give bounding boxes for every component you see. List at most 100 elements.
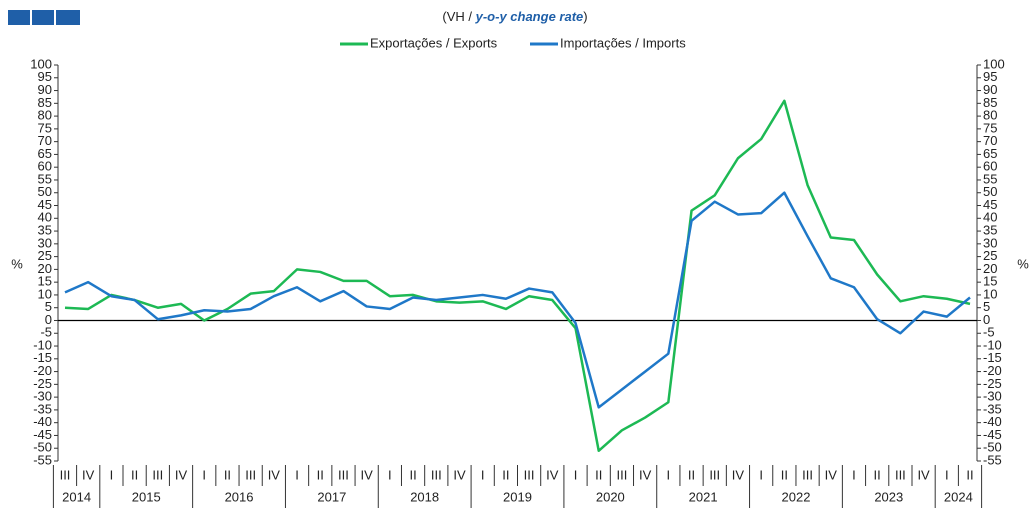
y-tick-label: 55 bbox=[983, 171, 997, 186]
y-tick-label: -25 bbox=[983, 376, 1002, 391]
x-tick-label: IV bbox=[825, 467, 838, 482]
y-tick-label: 55 bbox=[38, 171, 52, 186]
y-tick-label: -10 bbox=[33, 337, 52, 352]
y-tick-label: 85 bbox=[983, 95, 997, 110]
x-tick-label: IV bbox=[175, 467, 188, 482]
y-tick-label: 90 bbox=[983, 82, 997, 97]
chart-title: (VH / y-o-y change rate) bbox=[442, 9, 587, 24]
series-line bbox=[64, 99, 971, 453]
y-tick-label: 50 bbox=[38, 184, 52, 199]
y-tick-label: -30 bbox=[983, 389, 1002, 404]
y-tick-label: 70 bbox=[983, 133, 997, 148]
title-part: ) bbox=[583, 9, 587, 24]
y-tick-label: 25 bbox=[983, 248, 997, 263]
legend-label: Exportações / Exports bbox=[370, 35, 498, 50]
y-tick-label: -40 bbox=[983, 414, 1002, 429]
logo-block bbox=[56, 10, 80, 25]
x-group-label: 2019 bbox=[503, 489, 532, 504]
y-tick-label: -15 bbox=[33, 350, 52, 365]
x-group-label: 2015 bbox=[132, 489, 161, 504]
y-tick-label: -35 bbox=[983, 401, 1002, 416]
logo-block bbox=[8, 10, 30, 25]
x-tick-label: IV bbox=[732, 467, 745, 482]
x-group-label: 2017 bbox=[317, 489, 346, 504]
y-tick-label: 0 bbox=[983, 312, 990, 327]
y-tick-label: 10 bbox=[38, 286, 52, 301]
x-tick-label: I bbox=[202, 467, 206, 482]
y-tick-label: 65 bbox=[983, 146, 997, 161]
y-tick-label: 95 bbox=[38, 69, 52, 84]
y-tick-label: 15 bbox=[38, 274, 52, 289]
x-group-label: 2020 bbox=[596, 489, 625, 504]
y-tick-label: 20 bbox=[38, 261, 52, 276]
y-tick-label: 75 bbox=[38, 120, 52, 135]
x-group-label: 2014 bbox=[62, 489, 91, 504]
x-tick-label: II bbox=[409, 467, 416, 482]
y-tick-label: 70 bbox=[38, 133, 52, 148]
y-tick-label: 5 bbox=[983, 299, 990, 314]
x-group-label: 2018 bbox=[410, 489, 439, 504]
x-tick-label: II bbox=[874, 467, 881, 482]
y-tick-label: -45 bbox=[33, 427, 52, 442]
y-tick-label: 80 bbox=[983, 108, 997, 123]
x-tick-label: III bbox=[802, 467, 813, 482]
title-part: (VH / bbox=[442, 9, 475, 24]
x-group-label: 2016 bbox=[225, 489, 254, 504]
x-tick-label: II bbox=[781, 467, 788, 482]
y-tick-label: 35 bbox=[38, 223, 52, 238]
y-tick-label: -30 bbox=[33, 389, 52, 404]
x-tick-label: III bbox=[60, 467, 71, 482]
y-tick-label: 90 bbox=[38, 82, 52, 97]
y-tick-label: 85 bbox=[38, 95, 52, 110]
y-tick-label: -10 bbox=[983, 337, 1002, 352]
y-tick-label: -25 bbox=[33, 376, 52, 391]
legend-label: Importações / Imports bbox=[560, 35, 686, 50]
x-tick-label: IV bbox=[361, 467, 374, 482]
x-tick-label: III bbox=[524, 467, 535, 482]
x-tick-label: III bbox=[152, 467, 163, 482]
x-tick-label: II bbox=[131, 467, 138, 482]
x-tick-label: I bbox=[388, 467, 392, 482]
x-tick-label: III bbox=[338, 467, 349, 482]
y-tick-label: -45 bbox=[983, 427, 1002, 442]
x-tick-label: I bbox=[574, 467, 578, 482]
x-tick-label: IV bbox=[639, 467, 652, 482]
y-tick-label: 20 bbox=[983, 261, 997, 276]
y-tick-label: 25 bbox=[38, 248, 52, 263]
x-tick-label: I bbox=[759, 467, 763, 482]
y-tick-label: 45 bbox=[983, 197, 997, 212]
y-tick-label: -55 bbox=[33, 452, 52, 467]
x-tick-label: II bbox=[966, 467, 973, 482]
y-tick-label: -20 bbox=[33, 363, 52, 378]
x-group-label: 2022 bbox=[782, 489, 811, 504]
x-tick-label: IV bbox=[268, 467, 281, 482]
y-tick-label: 50 bbox=[983, 184, 997, 199]
logo-block bbox=[32, 10, 54, 25]
y-tick-label: 75 bbox=[983, 120, 997, 135]
y-tick-label: 5 bbox=[45, 299, 52, 314]
x-tick-label: III bbox=[431, 467, 442, 482]
x-tick-label: II bbox=[224, 467, 231, 482]
title-emphasis: y-o-y change rate bbox=[475, 9, 584, 24]
x-tick-label: IV bbox=[917, 467, 930, 482]
y-tick-label: 60 bbox=[983, 159, 997, 174]
y-tick-label: -5 bbox=[40, 325, 52, 340]
x-tick-label: IV bbox=[453, 467, 466, 482]
y-tick-label: 100 bbox=[983, 56, 1005, 71]
y-tick-label: -15 bbox=[983, 350, 1002, 365]
y-tick-label: -5 bbox=[983, 325, 995, 340]
y-axis-label: % bbox=[11, 256, 23, 271]
y-tick-label: 60 bbox=[38, 159, 52, 174]
x-tick-label: II bbox=[595, 467, 602, 482]
x-tick-label: III bbox=[895, 467, 906, 482]
y-tick-label: 80 bbox=[38, 108, 52, 123]
y-axis-label: % bbox=[1017, 256, 1029, 271]
y-tick-label: -50 bbox=[33, 440, 52, 455]
x-group-label: 2023 bbox=[874, 489, 903, 504]
series-line bbox=[64, 191, 971, 409]
x-group-label: 2024 bbox=[944, 489, 973, 504]
x-tick-label: I bbox=[667, 467, 671, 482]
x-tick-label: I bbox=[110, 467, 114, 482]
x-tick-label: II bbox=[688, 467, 695, 482]
